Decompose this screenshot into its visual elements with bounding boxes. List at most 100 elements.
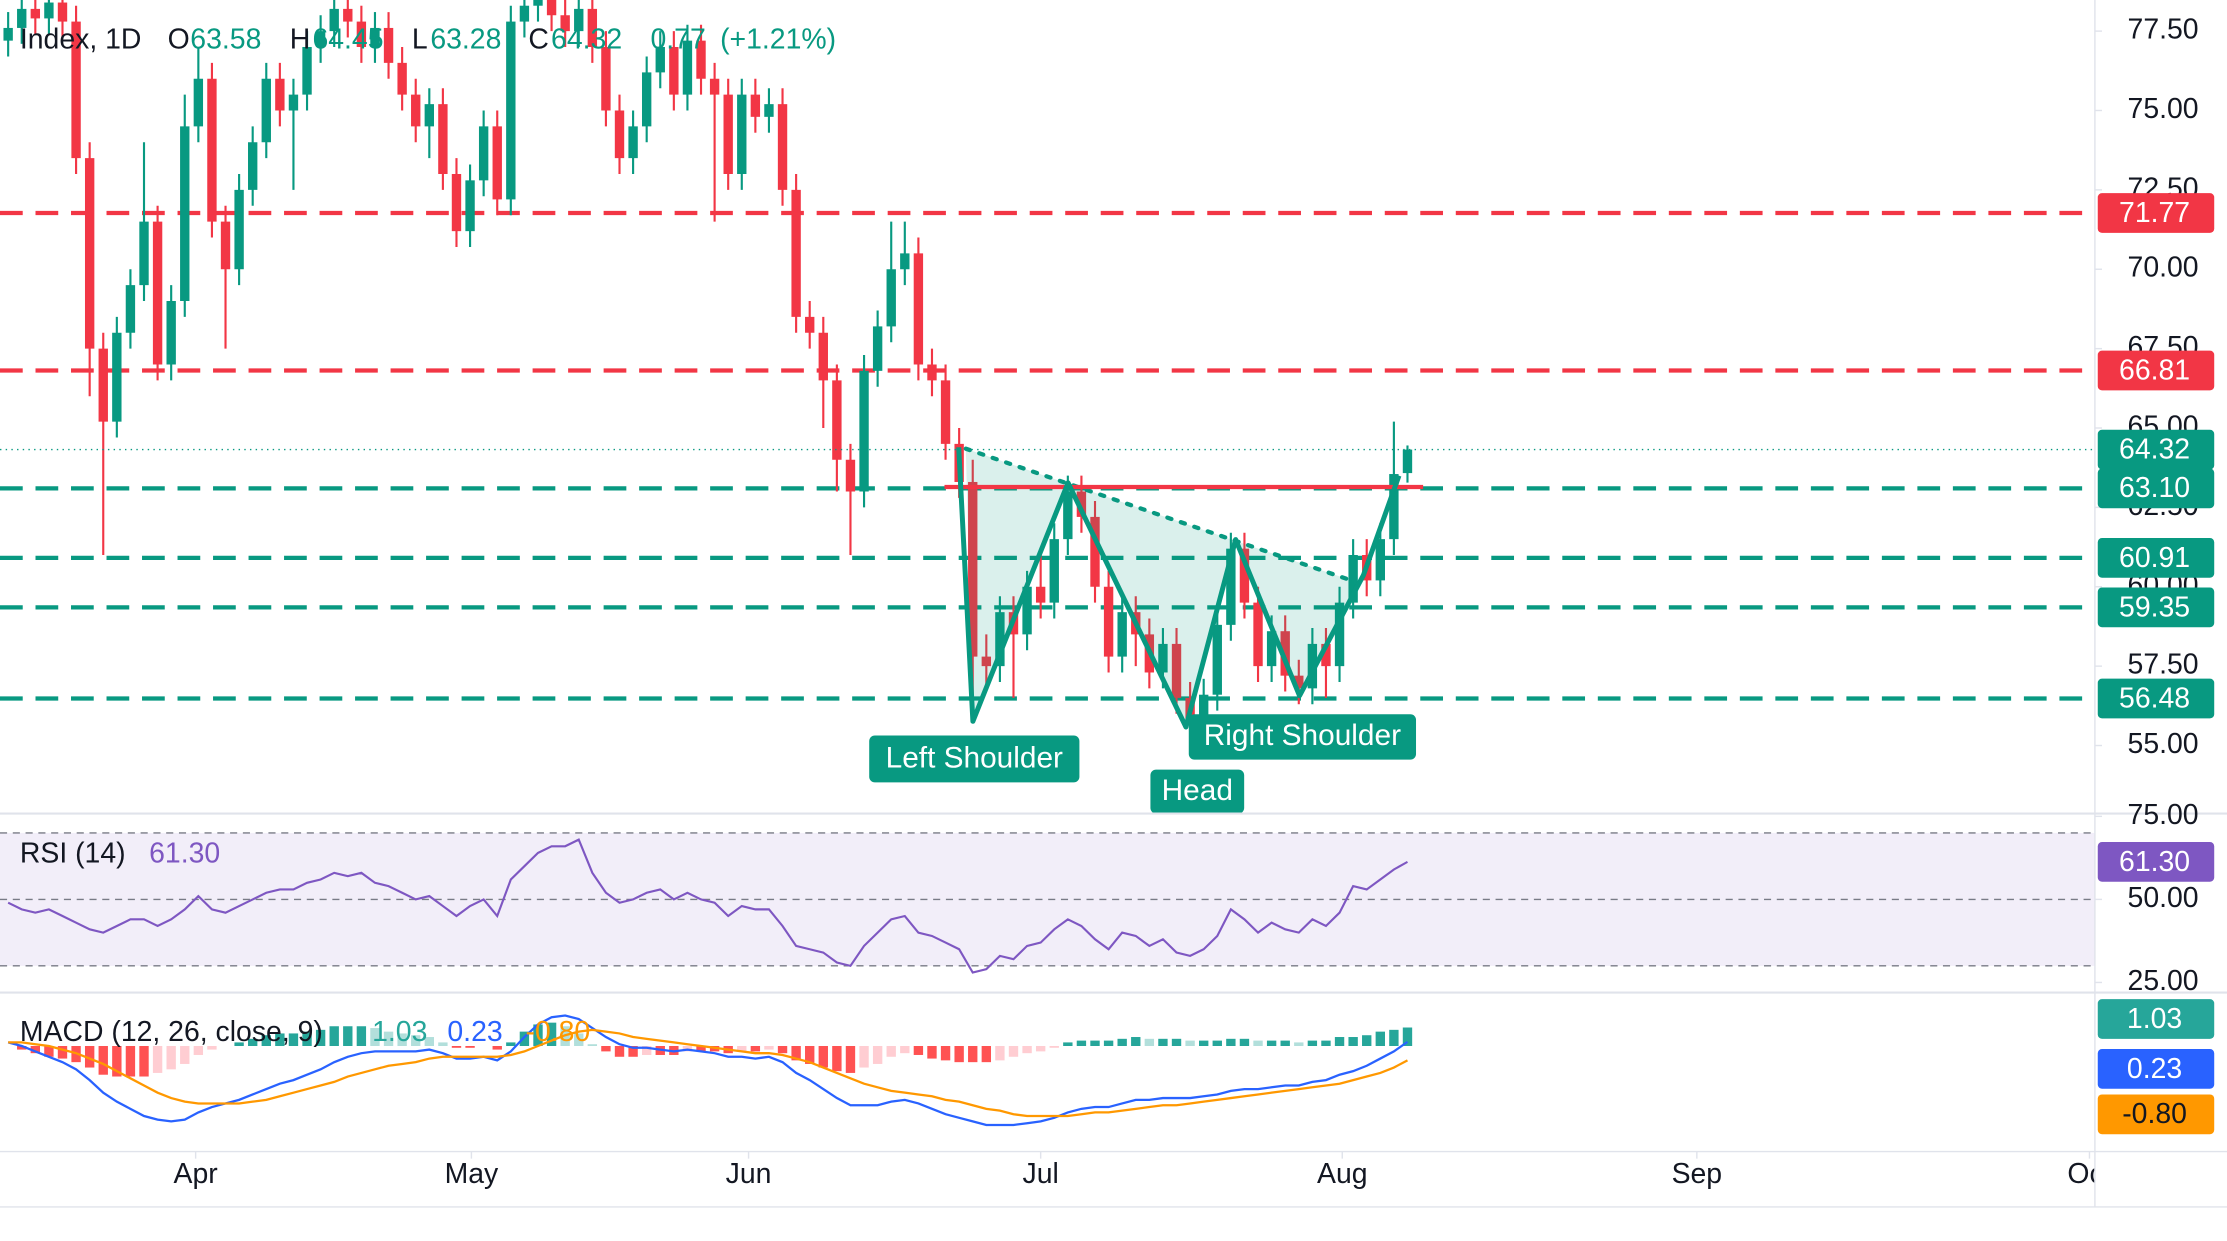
macd-hist-bar — [1226, 1038, 1236, 1046]
candle-body — [343, 8, 353, 22]
macd-hist-bar — [275, 1033, 285, 1046]
macd-hist-bar — [764, 1045, 774, 1050]
candle-body — [832, 380, 842, 460]
macd-hist-bar — [995, 1045, 1005, 1061]
candle-body — [723, 94, 733, 174]
macd-hist-bar — [139, 1045, 149, 1077]
ohlc-value: 63.58 — [190, 24, 261, 56]
macd-hist-bar — [614, 1045, 625, 1057]
axis-tag-label: 59.35 — [2119, 591, 2190, 623]
candle-body — [1266, 631, 1277, 667]
axis-tag — [2097, 537, 2215, 578]
pattern-fill — [965, 448, 1357, 727]
macd-hist-bar — [1090, 1040, 1100, 1046]
macd-hist-bar — [125, 1045, 136, 1077]
candle-body — [805, 316, 815, 333]
ohlc-key: L — [412, 24, 428, 56]
macd-hist-bar — [1063, 1042, 1073, 1046]
candle-body — [533, 0, 543, 6]
macd-hist-bar — [1035, 1045, 1046, 1052]
candle-body — [356, 21, 367, 47]
macd-line — [8, 1028, 1409, 1118]
candle-body — [451, 173, 462, 232]
candle-body — [1199, 694, 1209, 721]
macd-hist-bar — [288, 1033, 299, 1046]
rsi-title: RSI (14) — [20, 837, 126, 869]
macd-hist-bar — [1280, 1040, 1290, 1046]
macd-hist-bar — [886, 1045, 896, 1057]
macd-hist-bar — [737, 1045, 747, 1052]
candle-body — [248, 142, 258, 190]
candle-body — [1076, 491, 1087, 517]
macd-hist-bar — [356, 1026, 367, 1046]
ohlc-key: H — [290, 24, 311, 56]
candle-body — [234, 189, 244, 270]
candle-body — [981, 656, 992, 667]
candle-body — [750, 94, 761, 117]
macd-hist-bar — [900, 1045, 910, 1054]
candle-body — [98, 348, 108, 422]
macd-hist-bar — [1144, 1038, 1155, 1046]
macd-hist-bar — [1022, 1045, 1032, 1054]
macd-hist-bar — [1103, 1040, 1114, 1046]
macd-hist-value: 1.03 — [372, 1016, 427, 1048]
macd-line — [7, 1014, 1409, 1127]
macd-hist-bar — [397, 1033, 407, 1046]
axis-tag — [2097, 678, 2215, 719]
candle-body — [152, 221, 163, 365]
macd-title: MACD (12, 26, close, 9) — [20, 1016, 323, 1048]
candle-body — [519, 5, 530, 22]
candle-body — [1402, 449, 1413, 474]
axis-tag — [2097, 841, 2215, 882]
macd-hist-bar — [954, 1045, 964, 1063]
x-tick-label: Jun — [726, 1158, 772, 1190]
macd-hist-bar — [832, 1045, 842, 1072]
macd-hist-bar — [98, 1045, 108, 1075]
macd-pane — [7, 1014, 1413, 1127]
axis-tag — [2097, 429, 2215, 470]
candle-body — [193, 78, 204, 127]
candle-body — [1049, 539, 1059, 603]
candle-body — [139, 221, 149, 286]
y-tick-label: 77.50 — [2128, 14, 2199, 46]
macd-hist-bar — [248, 1038, 258, 1046]
candle-body — [207, 78, 217, 222]
candle-body — [220, 221, 231, 270]
macd-hist-bar — [57, 1045, 68, 1059]
annotation: Head — [1162, 774, 1233, 807]
candle-body — [1239, 548, 1250, 603]
y-tick-label: 75.00 — [2128, 93, 2199, 125]
macd-hist-bar — [913, 1045, 924, 1055]
macd-hist-bar — [112, 1045, 122, 1077]
macd-hist-bar — [1008, 1045, 1019, 1057]
macd-hist-bar — [1199, 1040, 1209, 1046]
candle-body — [913, 253, 924, 365]
axis-tag-label: 0.23 — [2127, 1053, 2182, 1085]
candle-body — [438, 104, 448, 174]
y-tick-label: 55.00 — [2128, 728, 2199, 760]
macd-hist-bar — [859, 1045, 869, 1068]
candle-body — [424, 104, 434, 127]
candle-body — [1294, 675, 1304, 689]
macd-hist-bar — [234, 1042, 244, 1046]
macd-hist-bar — [981, 1045, 992, 1063]
macd-hist-bar — [1334, 1037, 1345, 1046]
macd-hist-bar — [805, 1045, 815, 1064]
macd-hist-bar — [84, 1045, 95, 1068]
macd-hist-bar — [1375, 1031, 1385, 1046]
y-tick-label: 50.00 — [2128, 882, 2199, 914]
macd-hist-bar — [44, 1045, 54, 1057]
axis-tag-label: 64.32 — [2119, 434, 2190, 466]
macd-hist-bar — [438, 1042, 448, 1046]
macd-hist-bar — [696, 1045, 706, 1052]
macd-hist-bar — [1321, 1040, 1331, 1046]
candle-body — [30, 8, 41, 19]
candle-body — [1321, 643, 1331, 667]
axis-tag — [2097, 1094, 2215, 1135]
macd-hist-bar — [818, 1045, 828, 1068]
candle-body — [1348, 555, 1358, 603]
candle-body — [818, 332, 828, 381]
candle-body — [560, 15, 570, 32]
axis-tag — [2097, 193, 2215, 233]
candle-body — [669, 46, 679, 95]
